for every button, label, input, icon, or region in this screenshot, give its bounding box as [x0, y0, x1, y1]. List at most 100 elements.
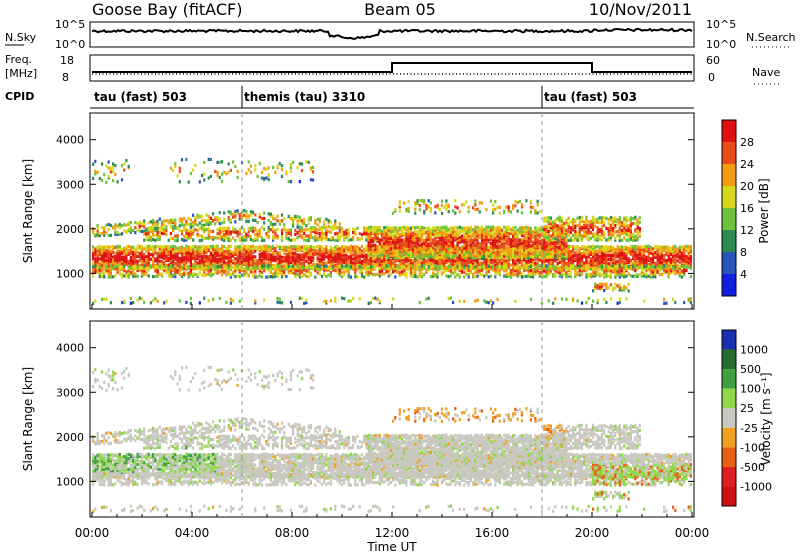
- power-cell: [203, 274, 206, 278]
- power-cell: [236, 209, 239, 213]
- power-cell: [360, 249, 364, 253]
- power-cell: [425, 248, 428, 252]
- power-cell: [160, 230, 164, 235]
- power-cell: [547, 226, 550, 230]
- power-cell: [136, 228, 139, 232]
- power-cell: [203, 259, 206, 263]
- power-cell: [340, 234, 344, 238]
- power-cell: [192, 213, 195, 217]
- power-cell: [509, 254, 512, 258]
- power-cell: [247, 230, 250, 234]
- power-cell: [278, 254, 281, 258]
- power-cell: [403, 233, 406, 237]
- power-cell: [500, 240, 504, 244]
- power-cell: [447, 265, 450, 269]
- power-cell: [367, 261, 370, 265]
- power-cell: [389, 246, 392, 250]
- power-cell: [172, 253, 175, 257]
- power-cell: [349, 238, 352, 242]
- power-cell: [478, 252, 481, 256]
- power-cell: [300, 222, 304, 226]
- power-cell: [140, 255, 144, 259]
- power-cell: [158, 237, 161, 241]
- power-cell: [287, 257, 290, 262]
- power-cell: [440, 271, 444, 275]
- power-cell: [367, 228, 370, 232]
- power-cell: [427, 232, 430, 236]
- power-cell: [245, 246, 248, 251]
- power-cell: [389, 242, 392, 246]
- power-cell: [287, 251, 290, 256]
- power-cell: [145, 247, 148, 251]
- power-cell: [207, 258, 210, 262]
- power-cell: [374, 261, 377, 265]
- power-cell: [249, 228, 252, 232]
- power-cell: [343, 273, 346, 277]
- power-cell: [256, 175, 259, 179]
- power-cell: [476, 227, 479, 231]
- power-cell: [252, 218, 255, 222]
- power-cell: [267, 234, 270, 238]
- power-cell: [500, 263, 504, 267]
- power-cell: [387, 264, 390, 268]
- power-cell: [505, 240, 508, 244]
- power-cell: [92, 176, 95, 181]
- power-cell: [496, 254, 499, 258]
- power-cell: [465, 250, 468, 254]
- power-cell: [109, 170, 112, 174]
- power-cell: [398, 256, 401, 260]
- power-cell: [143, 269, 146, 273]
- power-cell: [249, 246, 252, 250]
- power-cell: [143, 221, 146, 226]
- power-cell: [247, 160, 250, 164]
- power-cell: [198, 214, 201, 218]
- power-cell: [492, 232, 495, 236]
- power-cell: [269, 270, 272, 275]
- power-cell: [518, 268, 521, 272]
- power-cell: [407, 254, 410, 258]
- power-cell: [458, 235, 461, 239]
- power-cell: [114, 225, 117, 229]
- power-cell: [380, 244, 384, 248]
- power-cell: [136, 265, 139, 269]
- power-cell: [327, 219, 330, 223]
- power-cell: [300, 227, 304, 231]
- power-cell: [129, 270, 132, 274]
- power-cell: [309, 251, 312, 255]
- power-cell: [403, 240, 406, 244]
- power-cell: [352, 230, 355, 235]
- power-cell: [534, 228, 537, 232]
- power-cell: [385, 234, 388, 238]
- power-cell: [307, 275, 310, 279]
- power-cell: [105, 249, 108, 253]
- power-cell: [496, 297, 499, 301]
- power-cell: [447, 259, 450, 263]
- power-cell: [94, 253, 97, 257]
- power-cell: [412, 273, 415, 277]
- power-cell: [105, 264, 108, 268]
- power-cell: [509, 256, 512, 260]
- power-cell: [200, 226, 204, 230]
- power-cell: [254, 301, 257, 305]
- power-cell: [294, 259, 297, 263]
- power-cell: [172, 168, 175, 173]
- power-cell: [418, 239, 421, 243]
- power-cell: [416, 266, 419, 270]
- power-cell: [467, 261, 470, 265]
- power-cell: [396, 264, 399, 268]
- power-cell: [412, 270, 415, 275]
- power-cell: [436, 242, 439, 246]
- power-cell: [303, 273, 306, 277]
- power-cell: [503, 246, 506, 250]
- power-cell: [258, 274, 261, 278]
- power-cell: [145, 255, 148, 259]
- power-cell: [227, 238, 230, 242]
- power-cell: [494, 263, 497, 267]
- power-cell: [123, 223, 126, 227]
- power-cell: [154, 269, 157, 273]
- power-cell: [432, 265, 435, 269]
- power-cell: [534, 257, 537, 261]
- power-cell: [198, 264, 201, 268]
- power-cell: [485, 230, 488, 234]
- power-cell: [325, 217, 328, 221]
